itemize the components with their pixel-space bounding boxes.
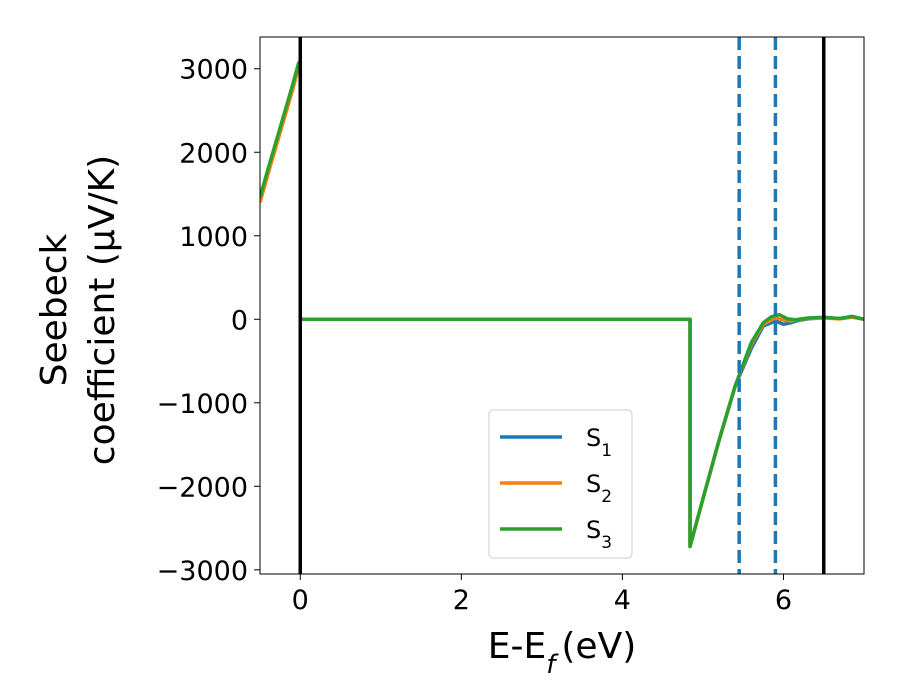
y-tick-label: 2000 [179,138,248,169]
x-tick-label: 6 [775,585,792,616]
x-tick-label: 0 [292,585,309,616]
x-axis-title: E-Ef (eV) [488,626,637,680]
x-tick-label: 4 [614,585,631,616]
plot-frame [259,36,865,575]
y-axis-title-line1: Seebeck [34,233,75,386]
y-axis-title: Seebeck coefficient (μV/K) [34,155,123,465]
y-tick-label: 0 [231,305,248,336]
series-line-s3 [260,59,864,549]
y-tick-label: 3000 [179,55,248,86]
y-axis-ticks: −3000 −2000 −1000 0 1000 2000 3000 [157,55,260,587]
y-tick-label: −3000 [157,556,248,587]
y-tick-label: 1000 [179,222,248,253]
y-axis-title-line2: coefficient (μV/K) [82,155,123,465]
x-axis-ticks: 0 2 4 6 [292,574,792,616]
y-tick-label: −2000 [157,472,248,503]
y-tick-label: −1000 [157,389,248,420]
series-layer [260,59,864,549]
x-tick-label: 2 [453,585,470,616]
vertical-lines-layer [298,37,826,574]
